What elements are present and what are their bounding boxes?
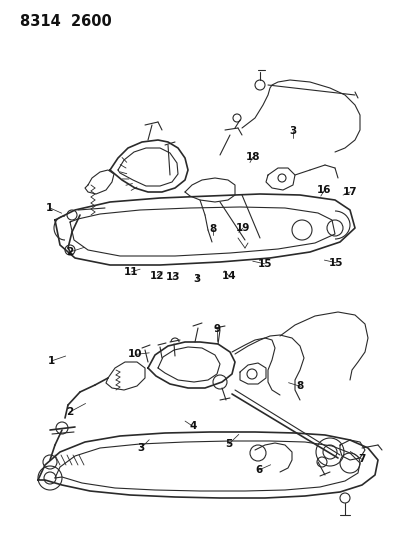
Text: 8: 8 [209,224,217,234]
Text: 8314  2600: 8314 2600 [20,14,112,29]
Text: 5: 5 [225,439,232,449]
Text: 13: 13 [166,272,180,282]
Text: 8: 8 [297,382,304,391]
Text: 4: 4 [189,422,197,431]
Text: 2: 2 [66,247,73,257]
Text: 3: 3 [289,126,296,135]
Text: 7: 7 [359,455,366,464]
Text: 18: 18 [246,152,260,162]
Text: 10: 10 [128,350,142,359]
Text: 11: 11 [124,267,139,277]
Text: 2: 2 [66,407,73,417]
Text: 16: 16 [317,185,332,195]
Text: 9: 9 [213,325,220,334]
Text: 3: 3 [138,443,145,453]
Text: 6: 6 [255,465,262,475]
Text: 3: 3 [193,274,201,284]
Text: 15: 15 [258,259,272,269]
Text: 1: 1 [48,356,55,366]
Text: 14: 14 [222,271,236,281]
Text: 17: 17 [343,187,357,197]
Text: 12: 12 [150,271,164,280]
Text: 15: 15 [329,258,343,268]
Text: 1: 1 [46,203,53,213]
Text: 19: 19 [236,223,250,233]
